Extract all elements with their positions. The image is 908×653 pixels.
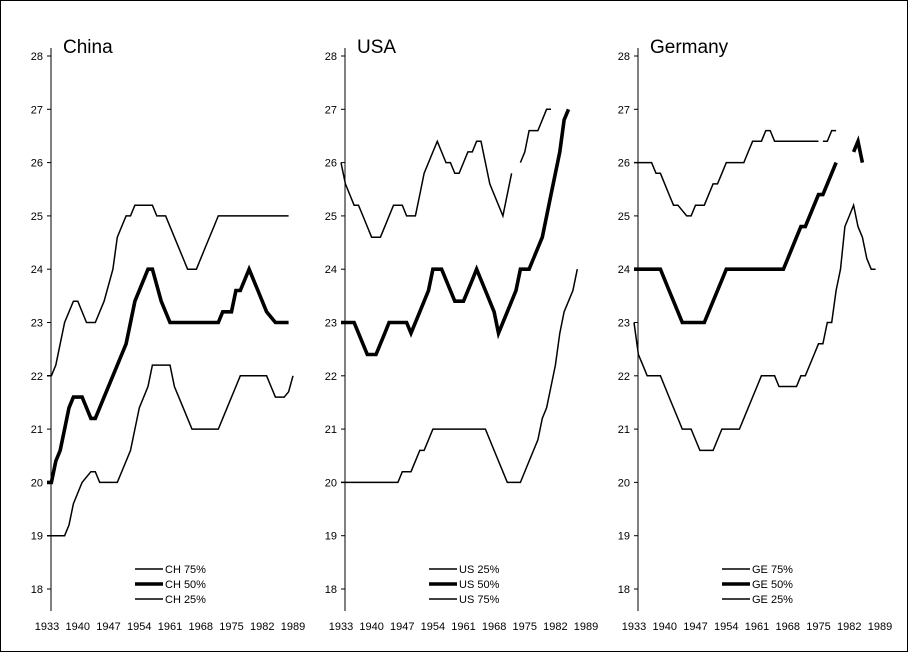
panel-3-y-tick-label: 26 <box>618 158 630 170</box>
panel-1-series-1-line <box>47 204 289 377</box>
panel-2-y-tick-label: 19 <box>325 531 337 543</box>
panel-2-title: USA <box>357 37 396 58</box>
panel-1-legend-label: CH 25% <box>165 594 206 606</box>
panel-3-series-1-line <box>634 129 819 217</box>
panel-2-x-tick-label: 1947 <box>390 621 414 633</box>
panel-1-y-tick-label: 19 <box>31 531 43 543</box>
panel-2-series-1-line <box>340 139 513 238</box>
panel-1-y-tick-label: 23 <box>31 318 43 330</box>
panel-3-x-tick-label: 1989 <box>868 621 892 633</box>
panel-3-x-tick-label: 1982 <box>837 621 861 633</box>
panel-1-legend-label: CH 50% <box>165 579 206 591</box>
panel-1-y-tick-label: 27 <box>31 104 43 116</box>
panel-3-series-3-line <box>633 202 876 452</box>
panel-1-x-tick-label: 1947 <box>96 621 120 633</box>
panel-2-y-tick-label: 27 <box>325 104 337 116</box>
panel-1-legend-label: CH 75% <box>165 564 206 576</box>
panel-3-y-tick-label: 22 <box>618 371 630 383</box>
panel-3-y-tick-label: 20 <box>618 477 630 489</box>
panel-3-x-tick-label: 1940 <box>653 621 677 633</box>
panel-3-y-tick-label: 25 <box>618 211 630 223</box>
panel-3-y-tick-label: 28 <box>618 51 630 63</box>
panel-2-series-1-line <box>519 108 551 163</box>
panel-3-legend-label: GE 50% <box>752 579 793 591</box>
panel-1-x-tick-label: 1961 <box>158 621 182 633</box>
panel-2-x-tick-label: 1954 <box>421 621 445 633</box>
panel-1-y-tick-label: 24 <box>31 264 43 276</box>
panel-1-x-tick-label: 1975 <box>219 621 243 633</box>
panel-1-x-tick-label: 1989 <box>281 621 305 633</box>
panel-1-x-tick-label: 1940 <box>66 621 90 633</box>
panel-3-y-tick-label: 24 <box>618 264 630 276</box>
panel-3-y-tick-label: 23 <box>618 318 630 330</box>
panel-1-y-tick-label: 18 <box>31 584 43 596</box>
panel-2-y-tick-label: 28 <box>325 51 337 63</box>
panel-3-x-tick-label: 1961 <box>745 621 769 633</box>
panel-2-series-2-line <box>341 108 571 357</box>
panel-2-y-tick-label: 25 <box>325 211 337 223</box>
panel-3-x-tick-label: 1968 <box>776 621 800 633</box>
panel-3-x-tick-label: 1975 <box>806 621 830 633</box>
panel-1-series-3-line <box>47 364 294 537</box>
panel-1-y-tick-label: 22 <box>31 371 43 383</box>
panel-3-legend-label: GE 75% <box>752 564 793 576</box>
panel-3-x-tick-label: 1947 <box>683 621 707 633</box>
panel-2-series-3-line <box>341 269 579 484</box>
panel-3-y-tick-label: 18 <box>618 584 630 596</box>
panel-3-series-2-line <box>851 135 865 163</box>
panel-2-y-tick-label: 26 <box>325 158 337 170</box>
panel-3-series-1-line <box>822 129 837 143</box>
panel-1-y-tick-label: 26 <box>31 158 43 170</box>
panel-1-y-tick-label: 28 <box>31 51 43 63</box>
panel-2-x-tick-label: 1968 <box>482 621 506 633</box>
panel-1-y-tick-label: 25 <box>31 211 43 223</box>
panel-3-y-tick-label: 27 <box>618 104 630 116</box>
panel-2-y-tick-label: 21 <box>325 424 337 436</box>
panel-1-title: China <box>63 37 113 58</box>
panel-2-legend-label: US 25% <box>459 564 500 576</box>
panel-3-y-tick-label: 19 <box>618 531 630 543</box>
panel-3-legend-label: GE 25% <box>752 594 793 606</box>
panel-2-x-tick-label: 1982 <box>543 621 567 633</box>
panel-1-x-tick-label: 1982 <box>250 621 274 633</box>
panel-1-series-2-line <box>47 264 289 485</box>
panel-3-series-2-line <box>634 161 838 325</box>
panel-1-y-tick-label: 20 <box>31 477 43 489</box>
panel-2-x-tick-label: 1961 <box>451 621 475 633</box>
panel-3-title: Germany <box>650 37 729 58</box>
panel-2-y-tick-label: 22 <box>325 371 337 383</box>
panel-2-y-tick-label: 20 <box>325 477 337 489</box>
panel-2-x-tick-label: 1989 <box>574 621 598 633</box>
panel-2-legend-label: US 50% <box>459 579 500 591</box>
panel-2-legend-label: US 75% <box>459 594 500 606</box>
panel-3-x-tick-label: 1954 <box>714 621 738 633</box>
panel-1-x-tick-label: 1933 <box>35 621 59 633</box>
panel-2-x-tick-label: 1933 <box>329 621 353 633</box>
panel-1-x-tick-label: 1968 <box>189 621 213 633</box>
panel-2-x-tick-label: 1940 <box>359 621 383 633</box>
panel-2-y-tick-label: 23 <box>325 318 337 330</box>
panel-2-x-tick-label: 1975 <box>513 621 537 633</box>
panel-1-x-tick-label: 1954 <box>127 621 151 633</box>
panel-1-y-tick-label: 21 <box>31 424 43 436</box>
panel-2-y-tick-label: 18 <box>325 584 337 596</box>
panel-3-x-tick-label: 1933 <box>622 621 646 633</box>
panel-3-y-tick-label: 21 <box>618 424 630 436</box>
panel-2-y-tick-label: 24 <box>325 264 337 276</box>
